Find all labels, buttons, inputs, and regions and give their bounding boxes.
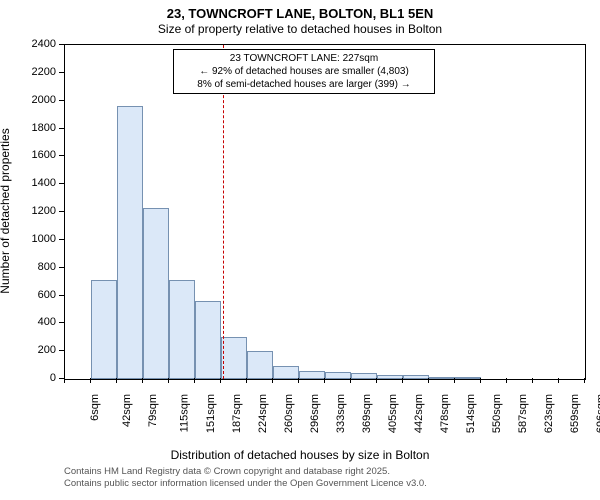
y-tick <box>59 155 64 156</box>
y-tick-label: 2000 <box>0 94 56 106</box>
x-tick <box>116 378 117 383</box>
histogram-bar <box>377 375 403 379</box>
y-tick <box>59 183 64 184</box>
y-tick <box>59 44 64 45</box>
histogram-bar <box>429 377 455 379</box>
histogram-bar <box>299 371 325 379</box>
histogram-bar <box>247 351 273 379</box>
histogram-bar <box>91 280 117 379</box>
y-axis-label: Number of detached properties <box>0 128 12 293</box>
y-tick <box>59 72 64 73</box>
annotation-line: 8% of semi-detached houses are larger (3… <box>180 78 428 91</box>
x-tick <box>168 378 169 383</box>
plot-area: 23 TOWNCROFT LANE: 227sqm← 92% of detach… <box>64 44 586 380</box>
annotation-box: 23 TOWNCROFT LANE: 227sqm← 92% of detach… <box>173 49 435 94</box>
y-tick <box>59 350 64 351</box>
histogram-bar <box>169 280 195 379</box>
y-tick-label: 400 <box>0 316 56 328</box>
x-tick-label: 659sqm <box>569 394 581 433</box>
x-tick <box>428 378 429 383</box>
x-tick <box>90 378 91 383</box>
x-tick-label: 333sqm <box>335 394 347 433</box>
x-tick-label: 260sqm <box>283 394 295 433</box>
x-tick-label: 187sqm <box>231 394 243 433</box>
x-tick <box>324 378 325 383</box>
chart-title: 23, TOWNCROFT LANE, BOLTON, BL1 5EN <box>0 6 600 21</box>
y-tick-label: 2200 <box>0 66 56 78</box>
x-tick-label: 623sqm <box>543 394 555 433</box>
annotation-line: 23 TOWNCROFT LANE: 227sqm <box>180 52 428 65</box>
y-tick <box>59 267 64 268</box>
y-tick <box>59 239 64 240</box>
x-tick-label: 79sqm <box>147 394 159 427</box>
x-tick-label: 224sqm <box>257 394 269 433</box>
footer-line: Contains public sector information licen… <box>64 478 427 490</box>
x-tick <box>298 378 299 383</box>
histogram-bar <box>273 366 299 379</box>
x-tick-label: 405sqm <box>387 394 399 433</box>
histogram-bar <box>221 337 247 379</box>
x-tick <box>376 378 377 383</box>
x-tick-label: 442sqm <box>413 394 425 433</box>
x-tick <box>532 378 533 383</box>
x-tick <box>506 378 507 383</box>
chart-subtitle: Size of property relative to detached ho… <box>0 22 600 36</box>
x-tick-label: 151sqm <box>205 394 217 433</box>
annotation-line: ← 92% of detached houses are smaller (4,… <box>180 65 428 78</box>
histogram-bar <box>325 372 351 379</box>
x-tick-label: 296sqm <box>309 394 321 433</box>
x-tick-label: 550sqm <box>491 394 503 433</box>
histogram-bar <box>143 208 169 379</box>
x-tick <box>246 378 247 383</box>
footer-attribution: Contains HM Land Registry data © Crown c… <box>64 466 427 491</box>
x-tick-label: 42sqm <box>121 394 133 427</box>
x-tick-label: 478sqm <box>439 394 451 433</box>
y-tick-label: 0 <box>0 372 56 384</box>
x-tick <box>558 378 559 383</box>
y-tick <box>59 211 64 212</box>
x-tick <box>194 378 195 383</box>
x-tick <box>220 378 221 383</box>
y-tick-label: 200 <box>0 344 56 356</box>
y-tick <box>59 128 64 129</box>
x-tick-label: 587sqm <box>517 394 529 433</box>
x-tick <box>480 378 481 383</box>
x-tick-label: 6sqm <box>89 394 101 421</box>
x-tick <box>402 378 403 383</box>
reference-line <box>223 45 224 379</box>
x-tick <box>350 378 351 383</box>
x-axis-label: Distribution of detached houses by size … <box>0 448 600 462</box>
footer-line: Contains HM Land Registry data © Crown c… <box>64 466 427 478</box>
histogram-bar <box>455 377 481 379</box>
x-tick <box>142 378 143 383</box>
histogram-bar <box>403 375 429 379</box>
x-tick-label: 115sqm <box>178 394 190 432</box>
y-tick-label: 2400 <box>0 38 56 50</box>
x-tick-label: 514sqm <box>465 394 477 433</box>
x-tick <box>64 378 65 383</box>
histogram-bar <box>195 301 221 379</box>
x-tick <box>454 378 455 383</box>
y-tick <box>59 295 64 296</box>
y-tick <box>59 322 64 323</box>
histogram-bar <box>117 106 143 379</box>
histogram-bar <box>351 373 377 379</box>
x-tick-label: 696sqm <box>595 394 600 433</box>
chart-container: 23, TOWNCROFT LANE, BOLTON, BL1 5EN Size… <box>0 0 600 500</box>
x-tick <box>584 378 585 383</box>
x-tick <box>272 378 273 383</box>
y-tick <box>59 100 64 101</box>
x-tick-label: 369sqm <box>361 394 373 433</box>
